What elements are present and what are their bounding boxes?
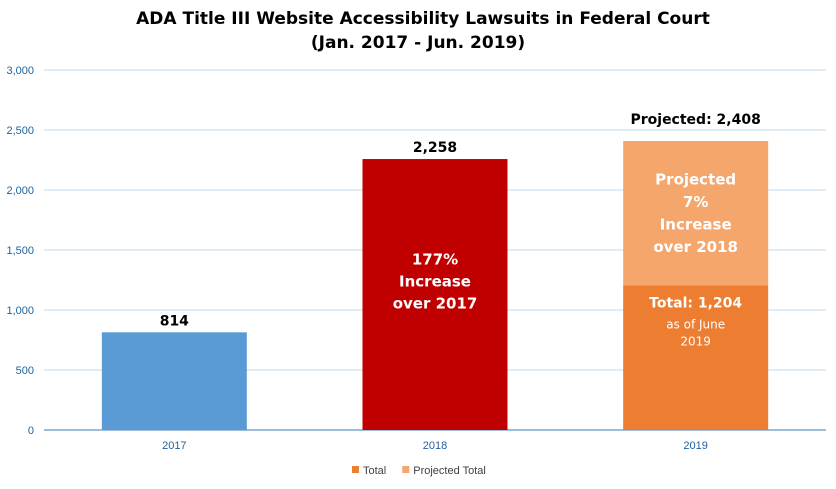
data-label-2018: 2,258: [413, 140, 457, 156]
legend: Total Projected Total: [352, 465, 486, 477]
segment-title: Total: 1,204: [649, 296, 742, 312]
bar-2017: [101, 332, 247, 430]
data-label-2017: 814: [160, 313, 189, 329]
legend-label: Projected Total: [413, 465, 486, 477]
y-tick-label: 3,000: [6, 65, 34, 77]
bar-annotation-2018: Increase: [399, 273, 471, 291]
y-tick-label: 500: [16, 365, 34, 377]
segment-subtext: 2019: [680, 335, 711, 349]
y-tick-label: 1,000: [6, 305, 34, 317]
x-tick-label: 2019: [683, 440, 707, 452]
legend-swatch: [352, 466, 359, 473]
legend-label: Total: [363, 465, 386, 477]
data-label-2019: Projected: 2,408: [630, 112, 760, 128]
segment-annotation: Increase: [660, 216, 732, 234]
segment-annotation: Projected: [655, 171, 736, 189]
legend-swatch: [402, 466, 410, 473]
bar-2018: [362, 159, 508, 431]
data-labels: 814 2,258 177% Increase over 2017 Total: 1,20…: [160, 112, 761, 348]
y-tick-label: 2,500: [6, 125, 34, 137]
bar-annotation-2018: over 2017: [393, 295, 478, 313]
y-axis-ticks: 0 500 1,000 1,500 2,000 2,500 3,000: [6, 65, 34, 437]
bar-segment-total: [623, 285, 769, 430]
segment-annotation: over 2018: [653, 238, 738, 256]
segment-annotation: 7%: [683, 193, 708, 211]
y-tick-label: 2,000: [6, 185, 34, 197]
chart-title-line-2: (Jan. 2017 - Jun. 2019): [311, 33, 525, 53]
x-axis-ticks: 2017 2018 2019: [162, 440, 708, 452]
x-tick-label: 2017: [162, 440, 186, 452]
y-tick-label: 1,500: [6, 245, 34, 257]
bars: [101, 141, 769, 431]
x-tick-label: 2018: [423, 440, 447, 452]
segment-subtext: as of June: [666, 318, 725, 332]
bar-annotation-2018: 177%: [412, 251, 458, 269]
y-tick-label: 0: [28, 425, 34, 437]
chart-title-line-1: ADA Title III Website Accessibility Laws…: [136, 9, 710, 29]
bar-segment-projected-total: [623, 141, 769, 286]
